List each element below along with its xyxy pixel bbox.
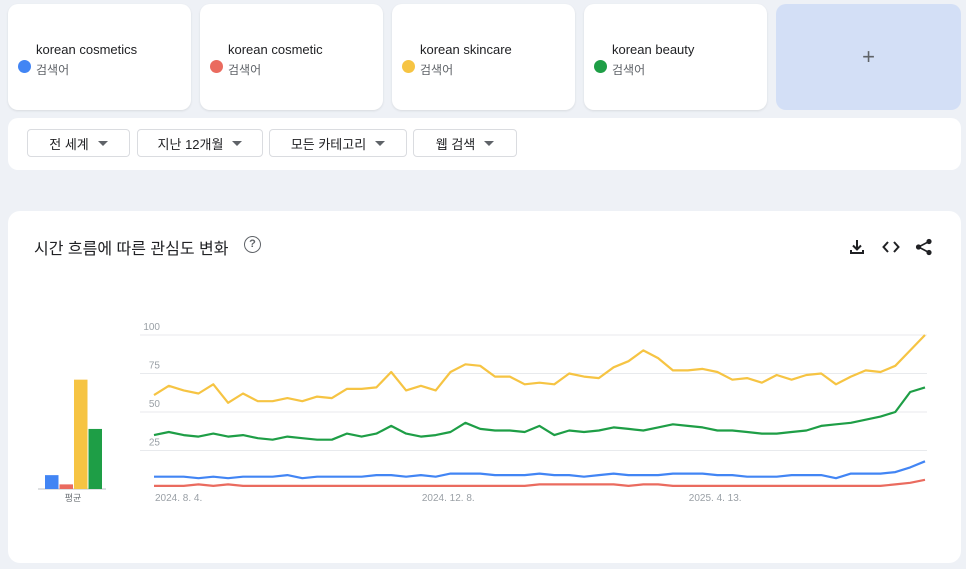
category-dropdown[interactable]: 모든 카테고리 — [269, 129, 407, 157]
x-tick-label: 2024. 12. 8. — [422, 493, 475, 504]
category-label: 모든 카테고리 — [290, 136, 367, 152]
term-type: 검색어 — [612, 63, 646, 77]
period-dropdown[interactable]: 지난 12개월 — [137, 129, 263, 157]
region-dropdown[interactable]: 전 세계 — [27, 129, 130, 157]
share-icon[interactable] — [914, 237, 934, 257]
term-name: korean cosmetic — [228, 42, 323, 57]
term-color-dot — [402, 60, 415, 73]
add-term-button[interactable]: + — [776, 4, 961, 110]
x-tick-label: 2025. 4. 13. — [689, 493, 742, 504]
term-name: korean cosmetics — [36, 42, 138, 57]
series-line — [153, 334, 926, 404]
term-card-1[interactable]: korean cosmetics 검색어 — [8, 4, 191, 110]
chevron-down-icon — [484, 140, 495, 146]
series-line — [154, 478, 926, 487]
term-type: 검색어 — [420, 63, 454, 77]
embed-icon[interactable] — [881, 237, 901, 257]
average-bar — [59, 484, 73, 489]
average-bar — [45, 475, 59, 489]
term-type: 검색어 — [36, 63, 70, 77]
download-icon[interactable] — [847, 237, 867, 257]
term-name: korean skincare — [420, 42, 512, 57]
average-bar — [88, 428, 102, 489]
term-card-2[interactable]: korean cosmetic 검색어 — [200, 4, 383, 110]
term-color-dot — [594, 60, 607, 73]
term-color-dot — [18, 60, 31, 73]
average-bars: 평균 — [38, 379, 106, 503]
filter-bar: 전 세계 지난 12개월 모든 카테고리 웹 검색 — [8, 118, 961, 170]
region-label: 전 세계 — [49, 136, 89, 152]
term-color-dot — [210, 60, 223, 73]
search-type-label: 웹 검색 — [435, 136, 476, 152]
y-tick-label: 25 — [149, 438, 161, 449]
term-type: 검색어 — [228, 63, 262, 77]
chart-lines — [153, 334, 926, 487]
series-line — [154, 460, 926, 480]
chevron-down-icon — [375, 140, 386, 146]
chevron-down-icon — [232, 140, 243, 146]
term-name: korean beauty — [612, 42, 695, 57]
average-bar — [74, 379, 88, 489]
series-line — [153, 386, 926, 441]
chart-gridlines: 25 50 75 100 2024. 8. 4. 2024. 12. 8. 2025. 4.… — [140, 322, 927, 504]
y-tick-label: 50 — [149, 399, 161, 410]
term-card-4[interactable]: korean beauty 검색어 — [584, 4, 767, 110]
chevron-down-icon — [97, 140, 108, 146]
card-title: 시간 흐름에 따른 관심도 변화 — [34, 241, 229, 258]
x-tick-label: 2024. 8. 4. — [155, 493, 202, 504]
y-tick-label: 75 — [149, 361, 161, 372]
period-label: 지난 12개월 — [157, 136, 224, 152]
interest-over-time-card: 시간 흐름에 따른 관심도 변화 ? 평균 25 50 75 100 2024. 8. … — [8, 211, 961, 563]
average-label: 평균 — [65, 493, 82, 503]
trend-chart: 평균 25 50 75 100 2024. 8. 4. 2024. 12. 8. 2025.… — [38, 322, 927, 504]
search-type-dropdown[interactable]: 웹 검색 — [413, 129, 517, 157]
add-icon: + — [862, 44, 875, 69]
help-icon[interactable]: ? — [244, 236, 261, 253]
term-card-3[interactable]: korean skincare 검색어 — [392, 4, 575, 110]
y-tick-label: 100 — [143, 322, 160, 333]
